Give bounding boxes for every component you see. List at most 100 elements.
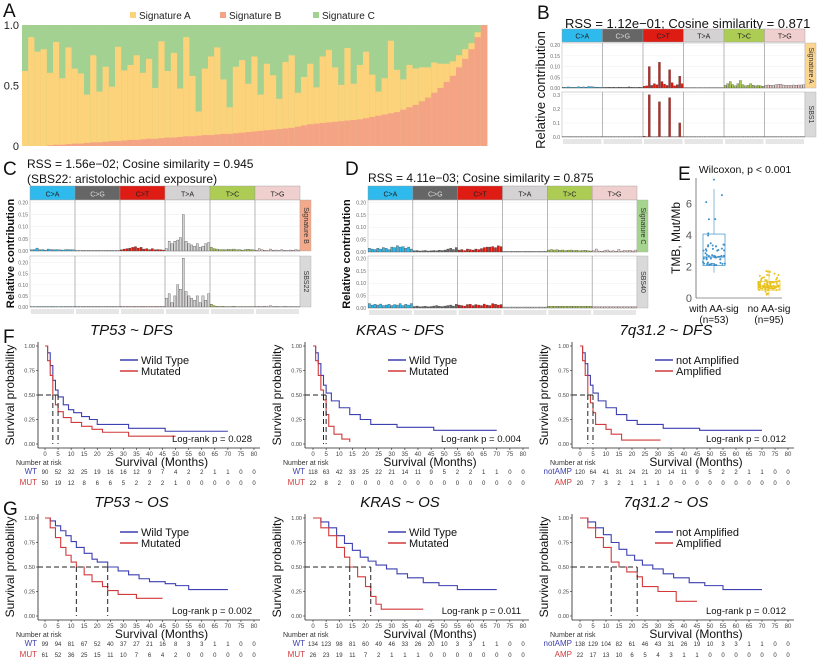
contribution-bar (255, 250, 258, 252)
bar-signature-b (369, 116, 376, 146)
x-tick-label: 30 (120, 624, 127, 630)
row-strip-label: SBS22 (302, 271, 309, 293)
contribution-bar (586, 306, 590, 309)
contribution-bar (269, 305, 272, 308)
panel-label-e: E (678, 164, 691, 185)
panel-label-f: F (3, 327, 15, 348)
risk-count: 3 (456, 642, 460, 648)
risk-count: 3 (469, 642, 473, 648)
risk-count: 1 (630, 481, 634, 487)
contribution-bar (491, 303, 494, 309)
risk-count: 0 (521, 481, 525, 487)
risk-row-label: MUT (288, 650, 305, 659)
risk-count: 0 (695, 481, 699, 487)
bar-signature-a (158, 41, 165, 146)
km-plot-f1 (45, 345, 228, 437)
risk-row-label: WT (25, 467, 38, 476)
risk-count: 50 (42, 481, 49, 487)
data-point (757, 281, 760, 284)
risk-count: 0 (721, 481, 725, 487)
contribution-bar (151, 248, 154, 252)
risk-count: 25 (362, 470, 369, 476)
bar-signature-a (53, 41, 60, 146)
contribution-bar (41, 249, 44, 252)
contribution-bar (488, 246, 492, 253)
contribution-bar (541, 306, 545, 309)
contribution-bar (435, 250, 438, 253)
bar-signature-a (90, 55, 97, 146)
bar-signature-b (294, 126, 302, 146)
number-at-risk-title: Number at risk (16, 460, 62, 467)
y-tick-label: 0.00 (550, 86, 560, 92)
contribution-bar (581, 306, 584, 309)
risk-count: 21 (642, 470, 649, 476)
trinucleotide-context-labels (644, 139, 683, 144)
risk-count: 0 (773, 653, 777, 659)
contribution-bar (201, 245, 205, 252)
data-point (707, 218, 710, 221)
data-point (766, 270, 769, 273)
contribution-bar (589, 250, 593, 253)
bar-signature-b (214, 134, 221, 146)
contribution-bar (390, 305, 394, 309)
contribution-bar (142, 248, 146, 252)
risk-count: 11 (681, 470, 688, 476)
x-tick-label: 50 (707, 624, 714, 630)
bar-signature-a (164, 70, 172, 146)
contribution-bar (252, 249, 255, 252)
contribution-bar (485, 304, 489, 309)
row-strip (804, 42, 817, 89)
contribution-bar (508, 306, 511, 309)
contribution-bar (622, 87, 626, 89)
risk-count: 2 (161, 481, 165, 487)
panel-subtitle: (SBS22: aristolochic acid exposure) (27, 172, 217, 186)
risk-count: 6 (148, 653, 152, 659)
panel-title: RSS = 1.56e−02; Cosine similarity = 0.94… (27, 157, 254, 171)
y-tick-label: 0.05 (550, 75, 560, 81)
bar-signature-c (375, 25, 382, 146)
contribution-bar (460, 249, 464, 253)
bar-signature-c (226, 25, 234, 146)
y-axis-title: Relative contribution (5, 199, 17, 309)
contribution-bar (201, 295, 205, 308)
contribution-bar (438, 250, 441, 253)
row-strip (804, 91, 817, 138)
contribution-bar (792, 84, 795, 89)
contribution-bar (597, 306, 601, 309)
risk-count: 0 (443, 481, 447, 487)
contribution-bar (519, 306, 522, 309)
risk-count: 61 (42, 653, 49, 659)
data-point (709, 242, 712, 245)
y-tick-label: 0.20 (356, 256, 366, 262)
contribution-bar (539, 306, 542, 309)
risk-count: 1 (226, 470, 230, 476)
bar-signature-c (177, 25, 184, 146)
y-tick-label: 0.10 (356, 281, 366, 287)
data-point (702, 257, 705, 260)
strip-label: T>C (563, 192, 576, 199)
contribution-bar (387, 304, 391, 309)
contribution-bar (376, 248, 380, 253)
legend-label: Signature A (139, 11, 191, 22)
x-tick-label: 0 (311, 452, 315, 458)
y-tick-label: 0.15 (356, 213, 366, 219)
risk-count: 129 (588, 642, 599, 648)
contribution-bar (587, 86, 590, 89)
strip-label: C>A (575, 34, 589, 41)
y-tick-label: 1.00 (24, 344, 35, 350)
bar-signature-c (108, 25, 116, 146)
contribution-bar (583, 250, 587, 253)
x-tick-label: 35 (133, 452, 140, 458)
strip-T-to-G (764, 28, 806, 43)
risk-count: 10 (120, 653, 127, 659)
contribution-bar (128, 247, 132, 252)
bar-signature-b (71, 143, 79, 146)
contribution-bar (564, 306, 567, 309)
bar-signature-a (40, 49, 48, 147)
contribution-bar (294, 249, 298, 252)
trinucleotide-context-labels (765, 139, 804, 144)
contribution-bar (249, 249, 253, 252)
contribution-bar (511, 306, 514, 309)
x-tick-label: 30 (655, 452, 662, 458)
logrank-p-value: Log-rank p = 0.012 (706, 606, 786, 617)
